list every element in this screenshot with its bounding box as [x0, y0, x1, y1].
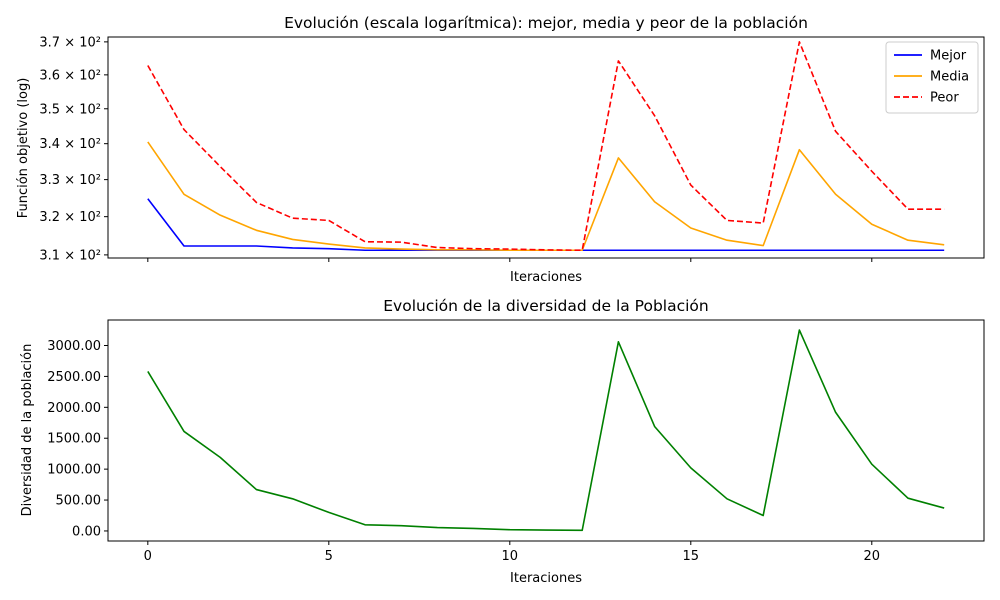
y-tick-label: 3.4 × 10²	[39, 137, 101, 152]
y-tick-label: 3.6 × 10²	[39, 68, 101, 83]
bottom-x-axis-label: Iteraciones	[510, 571, 582, 586]
series-line-diversidad	[147, 329, 945, 532]
top-y-axis-label: Función objetivo (log)	[16, 78, 31, 219]
y-tick-label: 500.00	[56, 494, 102, 509]
top-chart-title: Evolución (escala logarítmica): mejor, m…	[284, 14, 808, 32]
y-tick-label: 1500.00	[47, 432, 101, 447]
bottom-plot-frame	[107, 319, 985, 542]
log-evolution-chart: Evolución (escala logarítmica): mejor, m…	[16, 14, 985, 285]
bottom-y-axis-label: Diversidad de la población	[20, 344, 35, 517]
y-tick-label: 2000.00	[47, 401, 101, 416]
y-tick-label: 0.00	[72, 524, 101, 539]
diversity-chart: Evolución de la diversidad de la Poblaci…	[20, 297, 985, 586]
legend-label-mejor: Mejor	[930, 49, 967, 64]
legend-box	[885, 41, 979, 114]
y-tick-label: 3.3 × 10²	[39, 173, 101, 188]
bottom-chart-title: Evolución de la diversidad de la Poblaci…	[383, 297, 708, 315]
legend-label-media: Media	[930, 70, 969, 85]
series-line-media	[147, 141, 945, 252]
y-tick-label: 1000.00	[47, 463, 101, 478]
y-tick-label: 3.7 × 10²	[39, 35, 101, 50]
x-tick-label: 15	[683, 549, 700, 564]
top-x-axis-label: Iteraciones	[510, 270, 582, 285]
y-tick-label: 2500.00	[47, 370, 101, 385]
x-tick-label: 5	[325, 549, 333, 564]
y-tick-label: 3000.00	[47, 339, 101, 354]
legend: Mejor Media Peor	[885, 41, 979, 114]
x-tick-label: 0	[144, 549, 152, 564]
top-plot-frame	[107, 36, 985, 259]
legend-label-peor: Peor	[930, 91, 959, 106]
series-line-peor	[147, 41, 945, 252]
y-tick-label: 3.5 × 10²	[39, 102, 101, 117]
y-tick-label: 3.1 × 10²	[39, 248, 101, 263]
y-tick-label: 3.2 × 10²	[39, 210, 101, 225]
x-tick-label: 20	[864, 549, 881, 564]
x-tick-label: 10	[502, 549, 519, 564]
